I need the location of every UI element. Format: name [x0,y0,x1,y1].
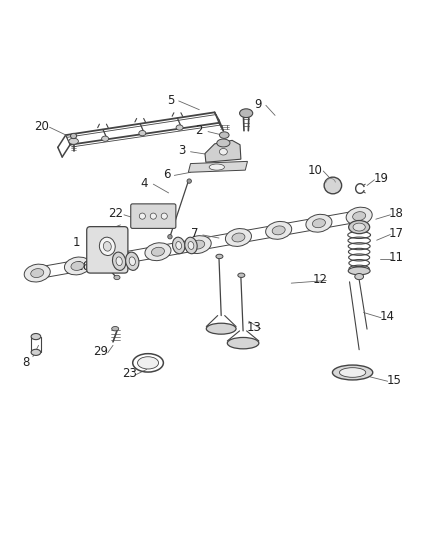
Text: 11: 11 [389,251,404,264]
Text: 7: 7 [191,227,199,240]
Ellipse shape [188,241,194,249]
Text: 18: 18 [389,207,404,221]
Ellipse shape [185,237,197,254]
Ellipse shape [71,262,84,270]
Ellipse shape [31,349,41,356]
Ellipse shape [139,131,146,136]
Ellipse shape [206,323,236,334]
Ellipse shape [227,337,259,349]
Ellipse shape [126,252,139,270]
Ellipse shape [238,273,245,278]
Ellipse shape [31,334,41,340]
Ellipse shape [353,223,365,231]
Ellipse shape [69,138,78,144]
Text: 16: 16 [76,260,91,273]
Ellipse shape [113,252,126,270]
Text: 15: 15 [387,374,402,387]
Ellipse shape [324,177,342,194]
Ellipse shape [266,221,292,239]
Text: 14: 14 [380,310,395,324]
Ellipse shape [209,164,224,170]
Ellipse shape [312,219,325,228]
Text: 13: 13 [247,321,261,334]
Ellipse shape [99,237,115,255]
Ellipse shape [187,179,191,183]
Ellipse shape [226,229,251,246]
Text: 22: 22 [109,207,124,221]
Ellipse shape [173,237,185,254]
Ellipse shape [102,136,109,141]
Text: 6: 6 [162,168,170,181]
Ellipse shape [185,236,211,254]
Ellipse shape [114,275,120,280]
Ellipse shape [219,132,229,139]
Ellipse shape [306,214,332,232]
Polygon shape [205,140,241,162]
Ellipse shape [219,149,227,155]
Ellipse shape [150,213,156,219]
Text: 1: 1 [73,236,81,249]
Text: 2: 2 [195,124,203,137]
Text: 12: 12 [312,273,327,286]
Ellipse shape [64,257,91,275]
Text: 17: 17 [389,227,404,240]
Ellipse shape [217,139,230,147]
Ellipse shape [346,207,372,225]
Ellipse shape [112,327,119,331]
Text: 19: 19 [374,172,389,185]
Text: 10: 10 [308,164,323,176]
Text: 29: 29 [93,345,108,358]
Ellipse shape [168,235,172,239]
Ellipse shape [24,264,50,282]
Ellipse shape [111,254,124,263]
Ellipse shape [176,125,183,130]
Ellipse shape [176,241,182,249]
Text: 23: 23 [122,367,137,381]
Text: 5: 5 [167,94,174,107]
Ellipse shape [216,254,223,259]
Ellipse shape [339,368,366,377]
Ellipse shape [353,212,366,221]
Ellipse shape [116,257,122,265]
Ellipse shape [161,213,167,219]
Text: 20: 20 [34,120,49,133]
FancyBboxPatch shape [131,204,176,229]
Ellipse shape [272,226,285,235]
Ellipse shape [103,241,111,251]
Ellipse shape [31,269,44,278]
Ellipse shape [152,247,164,256]
Ellipse shape [348,267,370,275]
Text: 9: 9 [254,98,262,111]
Text: 4: 4 [141,177,148,190]
Ellipse shape [240,109,253,118]
FancyBboxPatch shape [87,227,128,273]
Text: 3: 3 [178,144,185,157]
Ellipse shape [138,357,159,369]
Ellipse shape [332,365,373,380]
Ellipse shape [139,213,145,219]
Polygon shape [188,161,247,172]
Ellipse shape [355,273,364,280]
Text: 8: 8 [23,357,30,369]
Ellipse shape [349,221,370,233]
Ellipse shape [129,257,135,265]
Ellipse shape [145,243,171,261]
Ellipse shape [71,133,77,139]
Ellipse shape [232,233,245,242]
Ellipse shape [192,240,205,249]
Ellipse shape [105,250,131,268]
